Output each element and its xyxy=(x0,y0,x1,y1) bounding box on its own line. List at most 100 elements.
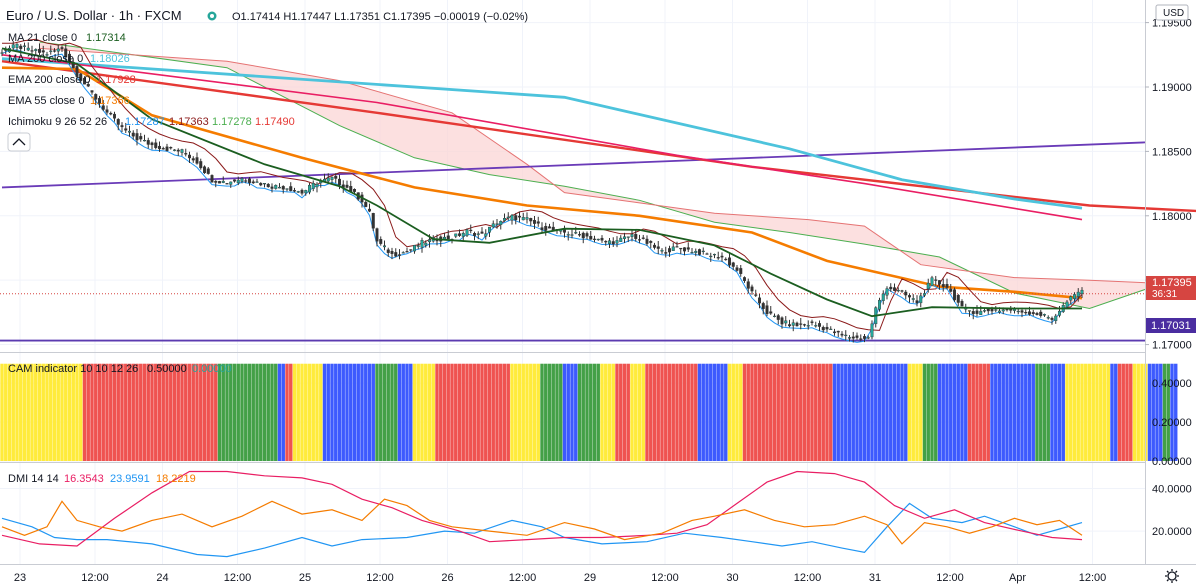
candle-body xyxy=(368,208,372,212)
cam-bar xyxy=(289,363,293,461)
candle-body xyxy=(551,226,555,231)
candle-body xyxy=(870,323,874,338)
candle-body xyxy=(210,175,214,183)
candle-body xyxy=(855,335,859,338)
candles xyxy=(0,41,1084,343)
candle-body xyxy=(180,149,184,153)
cam-bar xyxy=(840,363,844,461)
candle-body xyxy=(428,239,432,243)
cam-bar xyxy=(630,363,634,461)
cam-bar xyxy=(570,363,574,461)
y-tick-label: 1.18000 xyxy=(1152,211,1192,223)
y-tick-label: 1.19000 xyxy=(1152,82,1192,94)
cam-bar xyxy=(52,363,57,461)
cam-bar xyxy=(285,363,289,461)
cam-bar xyxy=(26,363,30,461)
ema55-label: EMA 55 close 0 xyxy=(8,95,84,107)
candle-body xyxy=(135,133,139,141)
candle-body xyxy=(499,221,503,225)
cam-bar xyxy=(1061,363,1065,461)
candle-body xyxy=(19,45,23,49)
cam-bar xyxy=(859,363,863,461)
ma200-line xyxy=(1,57,1083,210)
cam-bar xyxy=(19,363,23,461)
cam-bar xyxy=(540,363,544,461)
cam-bar xyxy=(1035,363,1039,461)
cam-bar xyxy=(401,363,405,461)
cam-bar xyxy=(390,363,394,461)
cam-bar xyxy=(581,363,585,461)
candle-body xyxy=(270,186,274,189)
candle-body xyxy=(938,280,942,285)
candle-body xyxy=(1046,317,1050,319)
cam-bar xyxy=(514,363,518,461)
candle-body xyxy=(1024,312,1028,314)
candle-body xyxy=(941,284,945,287)
cam-bar xyxy=(844,363,848,461)
candle-body xyxy=(645,238,649,244)
candle-body xyxy=(653,244,657,248)
candle-body xyxy=(326,177,330,182)
candle-body xyxy=(45,54,49,56)
cam-bar xyxy=(945,363,949,461)
x-tick-label: 25 xyxy=(299,572,311,584)
candle-body xyxy=(514,215,518,221)
x-tick-label: 12:00 xyxy=(224,572,252,584)
cam-bar xyxy=(71,363,75,461)
cam-bar xyxy=(709,363,713,461)
currency-button[interactable]: USD xyxy=(1155,4,1189,21)
ichimoku-label: Ichimoku 9 26 52 26 xyxy=(8,116,107,128)
candle-body xyxy=(945,284,949,288)
ema55-value: 1.17366 xyxy=(90,95,130,107)
candle-body xyxy=(266,183,270,188)
symbol-title: Euro / U.S. Dollar · 1h · FXCM xyxy=(6,8,182,23)
cam-bar xyxy=(1001,363,1005,461)
cam-bar xyxy=(900,363,904,461)
candle-body xyxy=(844,334,848,336)
cam-bar xyxy=(795,363,799,461)
cam-bar xyxy=(210,363,214,461)
cam-bar xyxy=(810,363,814,461)
cam-bar xyxy=(566,363,570,461)
cam-bar xyxy=(1031,363,1035,461)
cam-bar xyxy=(547,363,552,461)
cam-bar xyxy=(244,363,248,461)
cam-bar xyxy=(416,363,420,461)
cam-bar xyxy=(596,363,600,461)
dmi-value-3: 18.2219 xyxy=(156,473,196,485)
cam-bar xyxy=(191,363,195,461)
cam-bar xyxy=(982,363,987,461)
candle-body xyxy=(97,98,101,104)
candle-body xyxy=(94,94,98,100)
collapse-legend-button[interactable] xyxy=(7,132,31,152)
cam-bar xyxy=(307,363,312,461)
candle-body xyxy=(956,294,960,303)
y-tick-label: 1.19500 xyxy=(1152,18,1192,30)
candle-body xyxy=(308,185,312,193)
cam-bar xyxy=(131,363,135,461)
candle-body xyxy=(825,326,829,330)
candle-body xyxy=(56,48,60,52)
cam-bar xyxy=(555,363,559,461)
candle-body xyxy=(1001,309,1005,312)
candle-body xyxy=(338,178,342,185)
candle-body xyxy=(818,323,822,327)
candle-body xyxy=(998,310,1002,313)
cam-bar xyxy=(461,363,465,461)
cam-bar xyxy=(671,363,675,461)
cam-bar xyxy=(874,363,878,461)
candle-body xyxy=(885,288,889,296)
candle-body xyxy=(1080,289,1084,294)
cam-bar xyxy=(82,363,87,461)
cam-bar xyxy=(435,363,439,461)
candle-body xyxy=(199,161,203,169)
candle-body xyxy=(225,183,229,185)
cam-bar xyxy=(386,363,390,461)
cam-bar xyxy=(176,363,180,461)
candle-body xyxy=(90,90,94,93)
candle-body xyxy=(548,226,552,229)
settings-icon[interactable] xyxy=(1165,569,1179,583)
candle-body xyxy=(765,305,769,315)
candle-body xyxy=(735,267,739,271)
